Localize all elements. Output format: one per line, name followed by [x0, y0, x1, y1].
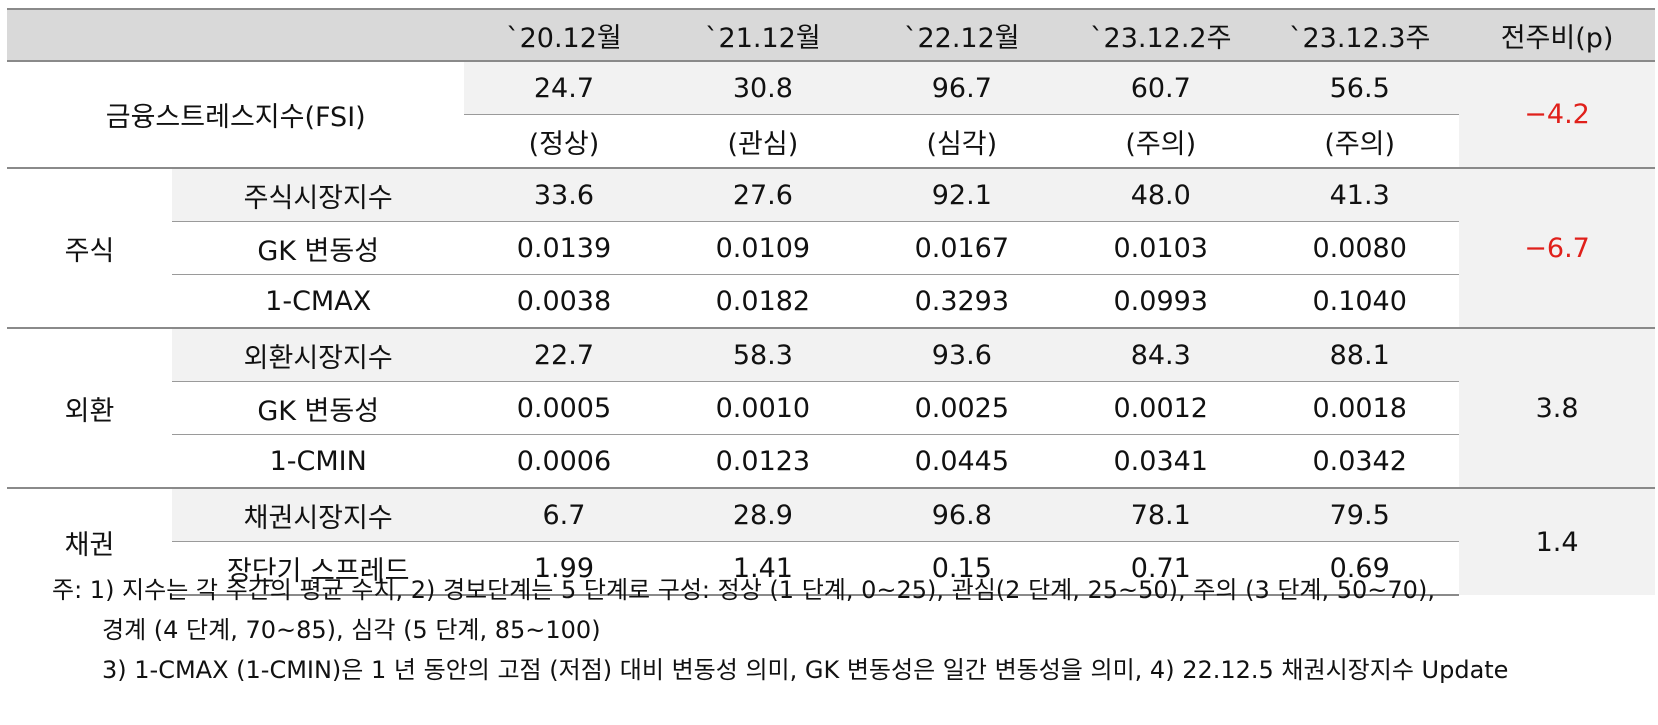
table-cell: 92.1 — [862, 167, 1062, 222]
row-label: 주식시장지수 — [171, 167, 465, 222]
table-row: 1-CMIN 0.0006 0.0123 0.0445 0.0341 0.034… — [7, 434, 1655, 488]
table-cell: 0.0103 — [1061, 221, 1261, 275]
table-cell: 0.69 — [1260, 541, 1460, 596]
table-cell: 0.0167 — [862, 221, 1062, 275]
status-cell: (주의) — [1061, 114, 1261, 168]
table-cell: 0.0123 — [663, 434, 863, 488]
table-cell: 60.7 — [1061, 60, 1261, 115]
table-cell: 33.6 — [464, 167, 664, 222]
table-cell: 96.8 — [862, 487, 1062, 542]
table-cell: 1.99 — [464, 541, 664, 596]
header-date: `21.12월 — [663, 8, 863, 62]
table-cell: 0.3293 — [862, 274, 1062, 328]
table-cell: 0.0005 — [464, 381, 664, 435]
table-cell: 24.7 — [464, 60, 664, 115]
table-cell: 0.0012 — [1061, 381, 1261, 435]
footnote-line: 3) 1-CMAX (1-CMIN)은 1 년 동안의 고점 (저점) 대비 변… — [102, 656, 1509, 684]
table-cell: 0.0341 — [1061, 434, 1261, 488]
table-cell: 0.0342 — [1260, 434, 1460, 488]
status-cell: (관심) — [663, 114, 863, 168]
row-label: 1-CMAX — [171, 274, 465, 328]
row-label: GK 변동성 — [171, 381, 465, 435]
table-cell: 58.3 — [663, 327, 863, 382]
header-date: `22.12월 — [862, 8, 1062, 62]
status-cell: (정상) — [464, 114, 664, 168]
fsi-label: 금융스트레스지수(FSI) — [7, 60, 465, 168]
header-blank — [7, 8, 465, 62]
row-label: 채권시장지수 — [171, 487, 465, 542]
status-cell: (주의) — [1260, 114, 1460, 168]
footnote-line: 경계 (4 단계, 70~85), 심각 (5 단계, 85~100) — [102, 616, 601, 644]
table-cell: 22.7 — [464, 327, 664, 382]
status-cell: (심각) — [862, 114, 1062, 168]
table-cell: 93.6 — [862, 327, 1062, 382]
table-cell: 48.0 — [1061, 167, 1261, 222]
header-date: `20.12월 — [464, 8, 664, 62]
fsi-table: `20.12월 `21.12월 `22.12월 `23.12.2주 `23.12… — [7, 8, 1655, 596]
table-row: 장단기 스프레드 1.99 1.41 0.15 0.71 0.69 — [7, 541, 1655, 596]
group-label: 주식 — [7, 167, 172, 328]
table-cell: 27.6 — [663, 167, 863, 222]
table-cell: 84.3 — [1061, 327, 1261, 382]
table-cell: 0.0080 — [1260, 221, 1460, 275]
footnotes: 주: 1) 지수는 각 주간의 평균 수치, 2) 경보단계는 5 단계로 구성… — [52, 570, 1508, 690]
fsi-value-row: 금융스트레스지수(FSI) 24.7 30.8 96.7 60.7 56.5 −… — [7, 60, 1655, 168]
table-cell: 78.1 — [1061, 487, 1261, 542]
table-row: GK 변동성 0.0139 0.0109 0.0167 0.0103 0.008… — [7, 221, 1655, 275]
table-cell: 0.0182 — [663, 274, 863, 328]
table-row: 1-CMAX 0.0038 0.0182 0.3293 0.0993 0.104… — [7, 274, 1655, 328]
table-cell: 96.7 — [862, 60, 1062, 115]
change-cell: −4.2 — [1459, 60, 1655, 168]
table-cell: 0.0993 — [1061, 274, 1261, 328]
row-label: 장단기 스프레드 — [171, 541, 465, 596]
header-row: `20.12월 `21.12월 `22.12월 `23.12.2주 `23.12… — [7, 8, 1655, 62]
table-row: 채권 채권시장지수 6.7 28.9 96.8 78.1 79.5 1.4 — [7, 487, 1655, 595]
row-label: 외환시장지수 — [171, 327, 465, 382]
table-cell: 79.5 — [1260, 487, 1460, 542]
table-cell: 0.0038 — [464, 274, 664, 328]
header-date: `23.12.3주 — [1260, 8, 1460, 62]
table-cell: 0.0445 — [862, 434, 1062, 488]
header-date: `23.12.2주 — [1061, 8, 1261, 62]
table-cell: 0.0006 — [464, 434, 664, 488]
table-row: 외환 외환시장지수 22.7 58.3 93.6 84.3 88.1 3.8 — [7, 327, 1655, 488]
table-cell: 88.1 — [1260, 327, 1460, 382]
row-label: GK 변동성 — [171, 221, 465, 275]
change-cell: −6.7 — [1459, 167, 1655, 328]
table-cell: 0.15 — [862, 541, 1062, 596]
table-cell: 30.8 — [663, 60, 863, 115]
table-row: GK 변동성 0.0005 0.0010 0.0025 0.0012 0.001… — [7, 381, 1655, 435]
change-cell: 1.4 — [1459, 487, 1655, 595]
table-cell: 28.9 — [663, 487, 863, 542]
table-cell: 6.7 — [464, 487, 664, 542]
table-cell: 0.0010 — [663, 381, 863, 435]
footnote-line: 주: 1) 지수는 각 주간의 평균 수치, 2) 경보단계는 5 단계로 구성… — [52, 576, 1435, 604]
table-cell: 0.0139 — [464, 221, 664, 275]
table-cell: 0.71 — [1061, 541, 1261, 596]
table-cell: 56.5 — [1260, 60, 1460, 115]
change-cell: 3.8 — [1459, 327, 1655, 488]
fsi-status-row: (정상) (관심) (심각) (주의) (주의) — [7, 114, 1655, 168]
group-label: 외환 — [7, 327, 172, 488]
table-cell: 1.41 — [663, 541, 863, 596]
fsi-table-container: `20.12월 `21.12월 `22.12월 `23.12.2주 `23.12… — [7, 8, 1655, 596]
table-cell: 0.0018 — [1260, 381, 1460, 435]
group-label: 채권 — [7, 487, 172, 595]
table-row: 주식 주식시장지수 33.6 27.6 92.1 48.0 41.3 −6.7 — [7, 167, 1655, 328]
table-cell: 0.1040 — [1260, 274, 1460, 328]
header-change: 전주비(p) — [1459, 8, 1655, 62]
row-label: 1-CMIN — [171, 434, 465, 488]
table-cell: 0.0109 — [663, 221, 863, 275]
table-cell: 41.3 — [1260, 167, 1460, 222]
table-cell: 0.0025 — [862, 381, 1062, 435]
